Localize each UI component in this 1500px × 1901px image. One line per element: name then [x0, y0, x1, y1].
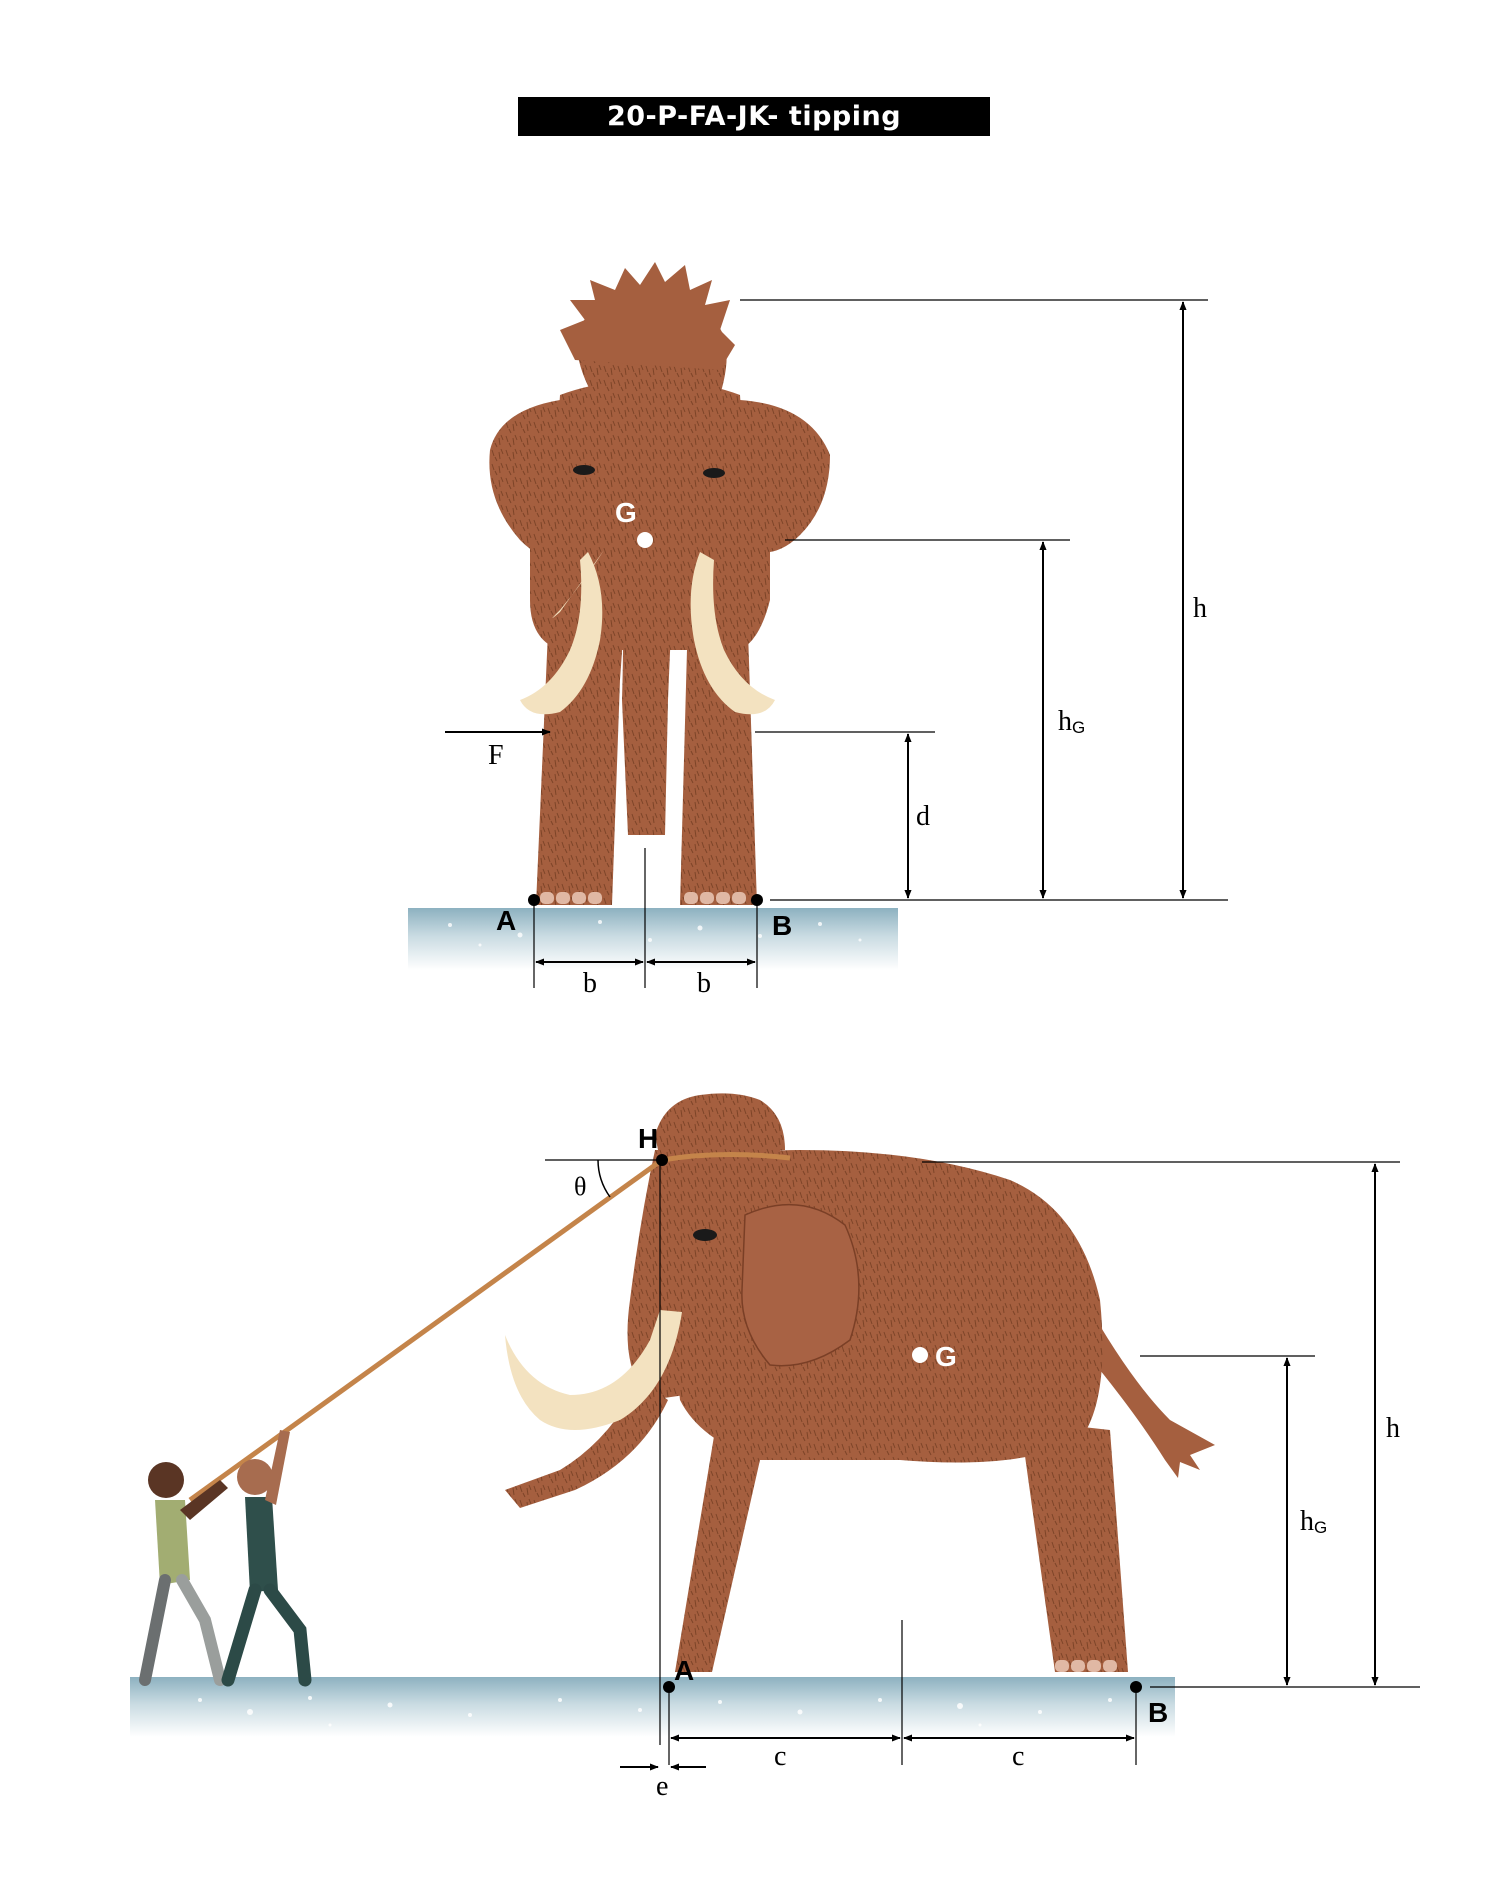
- dim-d-label: d: [916, 801, 930, 832]
- front-a-label: A: [496, 905, 516, 936]
- dim-c-right-label: c: [1012, 1741, 1024, 1772]
- side-b-label: B: [1148, 1697, 1168, 1728]
- side-point-a: [663, 1681, 675, 1693]
- mammoth-front: [489, 262, 830, 905]
- side-ground: [130, 1677, 1175, 1737]
- rope: [188, 1157, 664, 1503]
- front-g-point: [637, 532, 653, 548]
- force-f-label: F: [488, 740, 504, 771]
- dim-b-right-label: b: [697, 968, 711, 999]
- theta-arc: [597, 1159, 611, 1198]
- side-g-label: G: [935, 1341, 957, 1372]
- side-g-point: [912, 1347, 928, 1363]
- person-right: [221, 1430, 312, 1687]
- side-point-b: [1130, 1681, 1142, 1693]
- side-a-label: A: [674, 1655, 694, 1686]
- dim-h-side-label: h: [1386, 1413, 1400, 1444]
- dim-c-left-label: c: [774, 1741, 786, 1772]
- front-ground: [408, 908, 898, 970]
- dim-hg-front-label: hG: [1058, 706, 1085, 737]
- dim-b-left-label: b: [583, 968, 597, 999]
- side-view: θ H G A B c c e hG h: [130, 1093, 1420, 1802]
- figure-title-banner: 20-P-FA-JK- tipping: [518, 97, 990, 136]
- mammoth-side: [505, 1093, 1215, 1672]
- dim-e-label: e: [656, 1771, 668, 1802]
- person-left: [139, 1462, 228, 1686]
- front-g-label: G: [615, 497, 637, 528]
- dim-h-front-label: h: [1193, 593, 1207, 624]
- point-h: [656, 1154, 668, 1166]
- h-point-label: H: [638, 1123, 658, 1154]
- front-point-b: [751, 894, 763, 906]
- front-b-label: B: [772, 910, 792, 941]
- front-point-a: [528, 894, 540, 906]
- dim-hg-side-label: hG: [1300, 1506, 1327, 1537]
- theta-label: θ: [574, 1172, 586, 1201]
- front-view: G F A B b b d hG h: [408, 262, 1228, 999]
